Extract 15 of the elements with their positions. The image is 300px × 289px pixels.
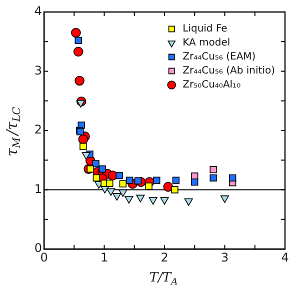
legend-label: Zr₅₀Cu₄₀Al₁₀: [182, 80, 241, 91]
legend-label: Zr₄₄Cu₅₆ (EAM): [182, 52, 256, 63]
x-tick-label: 3: [220, 250, 229, 264]
x-tick-label: 4: [281, 250, 289, 264]
y-tick-label: 2: [34, 122, 42, 137]
legend-label: Liquid Fe: [182, 24, 228, 35]
legend-label: KA model: [182, 38, 230, 49]
y-axis-title: τM/τLC: [2, 106, 24, 156]
x-tick-label: 1: [100, 250, 108, 264]
y-tick-label: 1: [34, 182, 42, 196]
x-tick-label: 2: [160, 250, 168, 264]
y-tick-label: 3: [34, 63, 42, 78]
legend-label: Zr₄₄Cu₅₆ (Ab initio): [182, 66, 276, 77]
y-tick-label: 0: [34, 241, 42, 256]
y-tick-label: 4: [34, 4, 42, 18]
